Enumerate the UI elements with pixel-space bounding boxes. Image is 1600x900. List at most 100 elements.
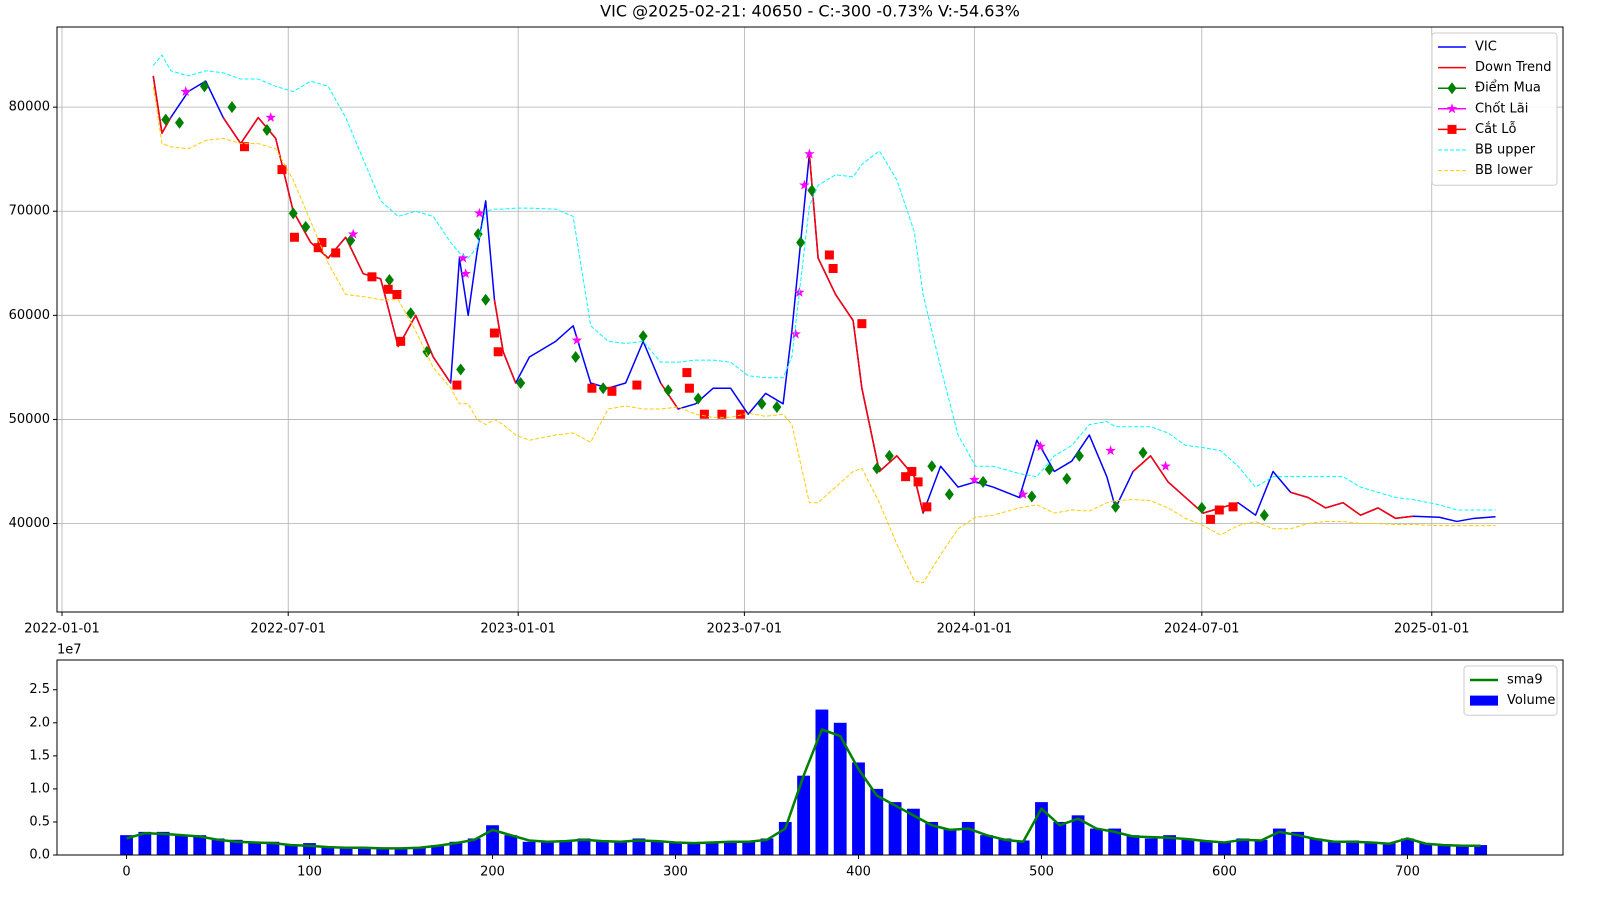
marker-star <box>571 334 583 345</box>
bar <box>1474 845 1488 855</box>
bar <box>1254 839 1268 855</box>
marker-square <box>1206 514 1216 524</box>
bar <box>229 839 243 855</box>
bar <box>1199 840 1213 855</box>
y-tick-label: 70000 <box>9 204 50 219</box>
marker-square <box>587 383 597 393</box>
marker-diamond <box>772 400 782 413</box>
bar <box>1089 828 1103 855</box>
marker-square <box>907 466 917 476</box>
marker-diamond <box>301 220 311 233</box>
bar <box>815 709 829 855</box>
marker-diamond <box>1197 501 1207 514</box>
marker-square <box>1447 124 1457 134</box>
bar <box>248 841 262 855</box>
legend-label: Chốt Lãi <box>1475 101 1528 116</box>
marker-star <box>1446 103 1458 114</box>
bar <box>1181 838 1195 855</box>
bar <box>193 835 207 855</box>
marker-star <box>180 86 191 96</box>
marker-square <box>684 383 694 393</box>
marker-square <box>857 319 867 329</box>
marker-square <box>383 284 393 294</box>
plot-frame <box>56 659 1564 856</box>
y-offset-label: 1e7 <box>57 643 82 658</box>
bar <box>156 831 170 855</box>
bar <box>797 775 810 855</box>
marker-diamond <box>346 234 356 247</box>
legend-label: Điểm Mua <box>1475 81 1541 96</box>
legend-box <box>1431 32 1558 186</box>
y-tick-label: 40000 <box>9 516 50 531</box>
marker-square <box>717 409 727 419</box>
x-tick-label: 0 <box>122 865 130 880</box>
series-line <box>152 75 1414 520</box>
marker-square <box>331 248 341 258</box>
bar <box>1327 841 1341 855</box>
bar <box>852 762 865 855</box>
marker-diamond <box>516 376 526 389</box>
marker-diamond <box>199 80 209 93</box>
bar <box>120 835 133 855</box>
marker-diamond <box>1044 463 1054 476</box>
x-tick-label: 2023-01-01 <box>480 622 556 637</box>
marker-square <box>239 142 249 152</box>
y-tick-label: 50000 <box>9 412 50 427</box>
bar <box>449 841 463 855</box>
bar <box>1272 828 1286 855</box>
bar <box>339 848 353 855</box>
marker-square <box>913 477 923 487</box>
bar <box>1401 838 1414 855</box>
x-tick-label: 400 <box>846 865 871 880</box>
marker-diamond <box>1027 490 1037 503</box>
legend-label: Volume <box>1507 693 1555 708</box>
legend-swatch <box>1470 695 1498 706</box>
marker-square <box>682 368 692 378</box>
bar <box>833 722 847 855</box>
marker-diamond <box>262 124 272 137</box>
bar <box>175 835 188 855</box>
marker-square <box>392 290 402 300</box>
marker-star <box>969 474 980 485</box>
bar <box>906 808 920 855</box>
bar <box>1382 843 1396 855</box>
bar <box>1163 835 1176 855</box>
legend-label: Cắt Lỗ <box>1475 122 1517 137</box>
bar <box>504 835 518 855</box>
bar <box>595 840 609 855</box>
bar <box>412 847 426 855</box>
marker-diamond <box>174 116 184 129</box>
bar <box>467 838 481 855</box>
legend-label: sma9 <box>1507 673 1543 688</box>
marker-star <box>265 112 276 123</box>
marker-diamond <box>384 273 394 286</box>
marker-diamond <box>227 101 237 114</box>
plot-frame <box>56 26 1564 613</box>
bar <box>577 838 591 855</box>
bar <box>559 840 573 855</box>
series-line <box>152 54 1496 511</box>
bar <box>358 847 371 855</box>
marker-square <box>607 386 617 396</box>
y-tick-label: 0.0 <box>29 848 50 863</box>
bar <box>870 788 884 855</box>
y-tick-label: 80000 <box>9 100 50 115</box>
marker-star <box>1160 460 1171 471</box>
bar <box>1419 843 1433 855</box>
marker-square <box>313 243 323 253</box>
legend-label: Down Trend <box>1475 60 1552 75</box>
bar <box>431 845 445 855</box>
marker-star <box>347 228 359 239</box>
marker-diamond <box>1062 472 1072 485</box>
marker-diamond <box>638 330 648 343</box>
bar <box>1126 835 1140 855</box>
marker-square <box>277 165 287 175</box>
bar <box>1144 838 1158 855</box>
bar <box>998 838 1012 855</box>
x-tick-label: 2023-07-01 <box>707 622 783 637</box>
bar <box>1236 838 1250 855</box>
x-tick-label: 700 <box>1395 865 1420 880</box>
marker-star <box>799 179 810 190</box>
bar <box>669 841 682 855</box>
